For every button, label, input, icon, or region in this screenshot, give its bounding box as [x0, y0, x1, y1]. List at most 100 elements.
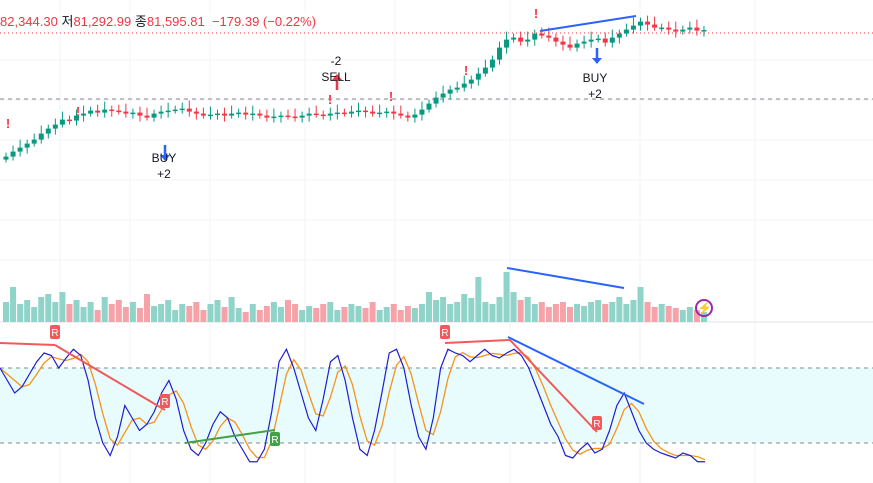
volume-bar: [299, 310, 306, 322]
candle-body: [81, 113, 87, 116]
candle-body: [17, 147, 23, 152]
candle-body: [179, 108, 185, 111]
candle-body: [95, 110, 101, 113]
low-label: 저: [61, 14, 74, 29]
volume-bar: [165, 300, 172, 322]
candle-body: [186, 108, 192, 112]
divergence-line: [54, 344, 166, 411]
divergence-badge: [270, 432, 280, 446]
volume-bar: [531, 304, 538, 322]
buy-signal-1: BUY +2: [151, 151, 177, 181]
divergence-badge: [160, 394, 170, 408]
candle-body: [299, 115, 305, 118]
volume-bar: [433, 300, 440, 322]
volume-bar: [200, 310, 207, 322]
volume-bar: [313, 308, 320, 322]
volume-bar: [151, 306, 158, 322]
candle-body: [511, 37, 517, 40]
volume-bar: [334, 310, 341, 322]
divergence-badge: [50, 325, 60, 339]
alert-icon: !: [534, 6, 538, 21]
candle-body: [313, 113, 319, 116]
volume-bar: [383, 307, 390, 322]
volume-bar: [609, 302, 616, 322]
volume-bar: [101, 297, 108, 322]
volume-bar: [362, 308, 369, 322]
volume-bar: [665, 306, 672, 322]
candle-body: [468, 79, 474, 84]
alert-icon: !: [389, 89, 393, 104]
candle-body: [123, 111, 129, 114]
volume-bar: [221, 307, 228, 322]
volume-bar: [595, 300, 602, 322]
candle-body: [701, 30, 707, 32]
candle-body: [419, 109, 425, 115]
volume-bar: [602, 304, 609, 322]
volume-bar: [426, 292, 432, 322]
candle-body: [440, 93, 446, 98]
candle-body: [341, 112, 347, 115]
volume-bar: [277, 307, 284, 322]
volume-bar: [686, 307, 693, 322]
candle-body: [59, 119, 65, 125]
volume-bar: [122, 307, 129, 322]
volume-bar: [538, 302, 545, 322]
volume-bar: [468, 298, 475, 322]
volume-bar: [482, 302, 489, 322]
candle-body: [454, 87, 460, 90]
volume-bar: [447, 304, 454, 322]
candle-body: [320, 114, 326, 117]
volume-bar: [179, 304, 186, 322]
candle-body: [384, 111, 390, 114]
volume-bar: [637, 287, 644, 322]
candle-body: [137, 112, 143, 116]
candle-body: [215, 113, 220, 116]
alert-icon: !: [6, 116, 10, 131]
candle-body: [31, 139, 37, 144]
close-value: 81,595.81: [146, 14, 205, 29]
candle-body: [489, 59, 495, 68]
volume-bar: [327, 302, 334, 322]
volume-bar: [644, 302, 651, 322]
volume-bar: [108, 304, 115, 322]
divergence-label: R: [271, 435, 278, 446]
candle-body: [666, 27, 672, 30]
volume-bar: [693, 310, 700, 322]
volume-bar: [475, 277, 482, 322]
volume-bar: [73, 300, 80, 322]
candle-body: [461, 83, 467, 88]
buy-signal-2: BUY +2: [582, 71, 608, 101]
divergence-label: R: [161, 397, 168, 408]
candle-body: [673, 29, 679, 32]
candle-body: [74, 115, 79, 121]
volume-bar: [66, 304, 73, 322]
candle-body: [370, 111, 376, 114]
candle-body: [165, 110, 171, 113]
candle-body: [356, 110, 361, 113]
lightning-icon[interactable]: ⚡: [695, 299, 713, 317]
candle-body: [144, 115, 150, 118]
candle-body: [130, 112, 136, 115]
candle-body: [116, 110, 122, 113]
candle-body: [278, 115, 284, 118]
candle-body: [109, 109, 115, 112]
low-value: 81,292.99: [73, 14, 132, 29]
volume-bar: [242, 312, 249, 322]
candle-body: [229, 113, 235, 116]
osc-main-line: [0, 347, 705, 463]
candle-body: [52, 124, 58, 129]
volume-bar: [672, 308, 679, 322]
candle-body: [602, 38, 608, 43]
volume-bar: [679, 310, 686, 322]
volume-bar: [31, 307, 38, 322]
volume-bar: [517, 300, 524, 322]
volume-bar: [651, 307, 658, 322]
volume-bar: [228, 297, 235, 322]
volume-bar: [376, 310, 383, 322]
candle-body: [645, 21, 651, 25]
candle-body: [66, 119, 72, 122]
candle-body: [207, 114, 213, 117]
volume-bar: [355, 306, 362, 322]
volume-bar: [510, 292, 517, 322]
